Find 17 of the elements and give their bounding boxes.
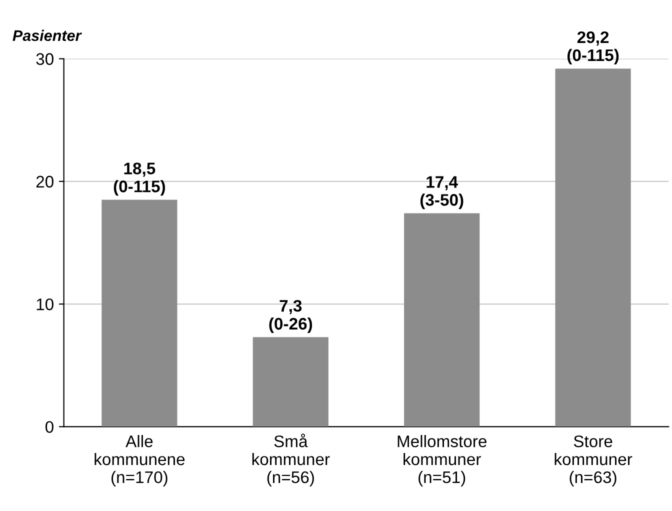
data-label: 7,3 (0-26) [269,300,312,333]
data-label: 29,2 (0-115) [567,31,619,64]
x-tick-label: Små kommuner (n=56) [252,434,330,486]
data-label: 18,5 (0-115) [114,162,166,196]
y-tick-label: 0 [46,421,54,433]
data-label: 17,4 (3-50) [420,176,464,210]
bar [404,213,480,427]
y-tick-label: 10 [36,298,54,310]
bar [252,337,328,427]
x-tick-label: Alle kommunene (n=170) [94,435,185,486]
bar [555,68,631,427]
y-axis-title: Pasienter [12,30,82,42]
y-tick-label: 20 [36,176,54,188]
x-tick-label: Store kommuner (n=63) [554,435,632,486]
bar [102,200,178,427]
x-tick-label: Mellomstore kommuner (n=51) [398,435,486,486]
y-tick-label: 30 [36,53,54,65]
